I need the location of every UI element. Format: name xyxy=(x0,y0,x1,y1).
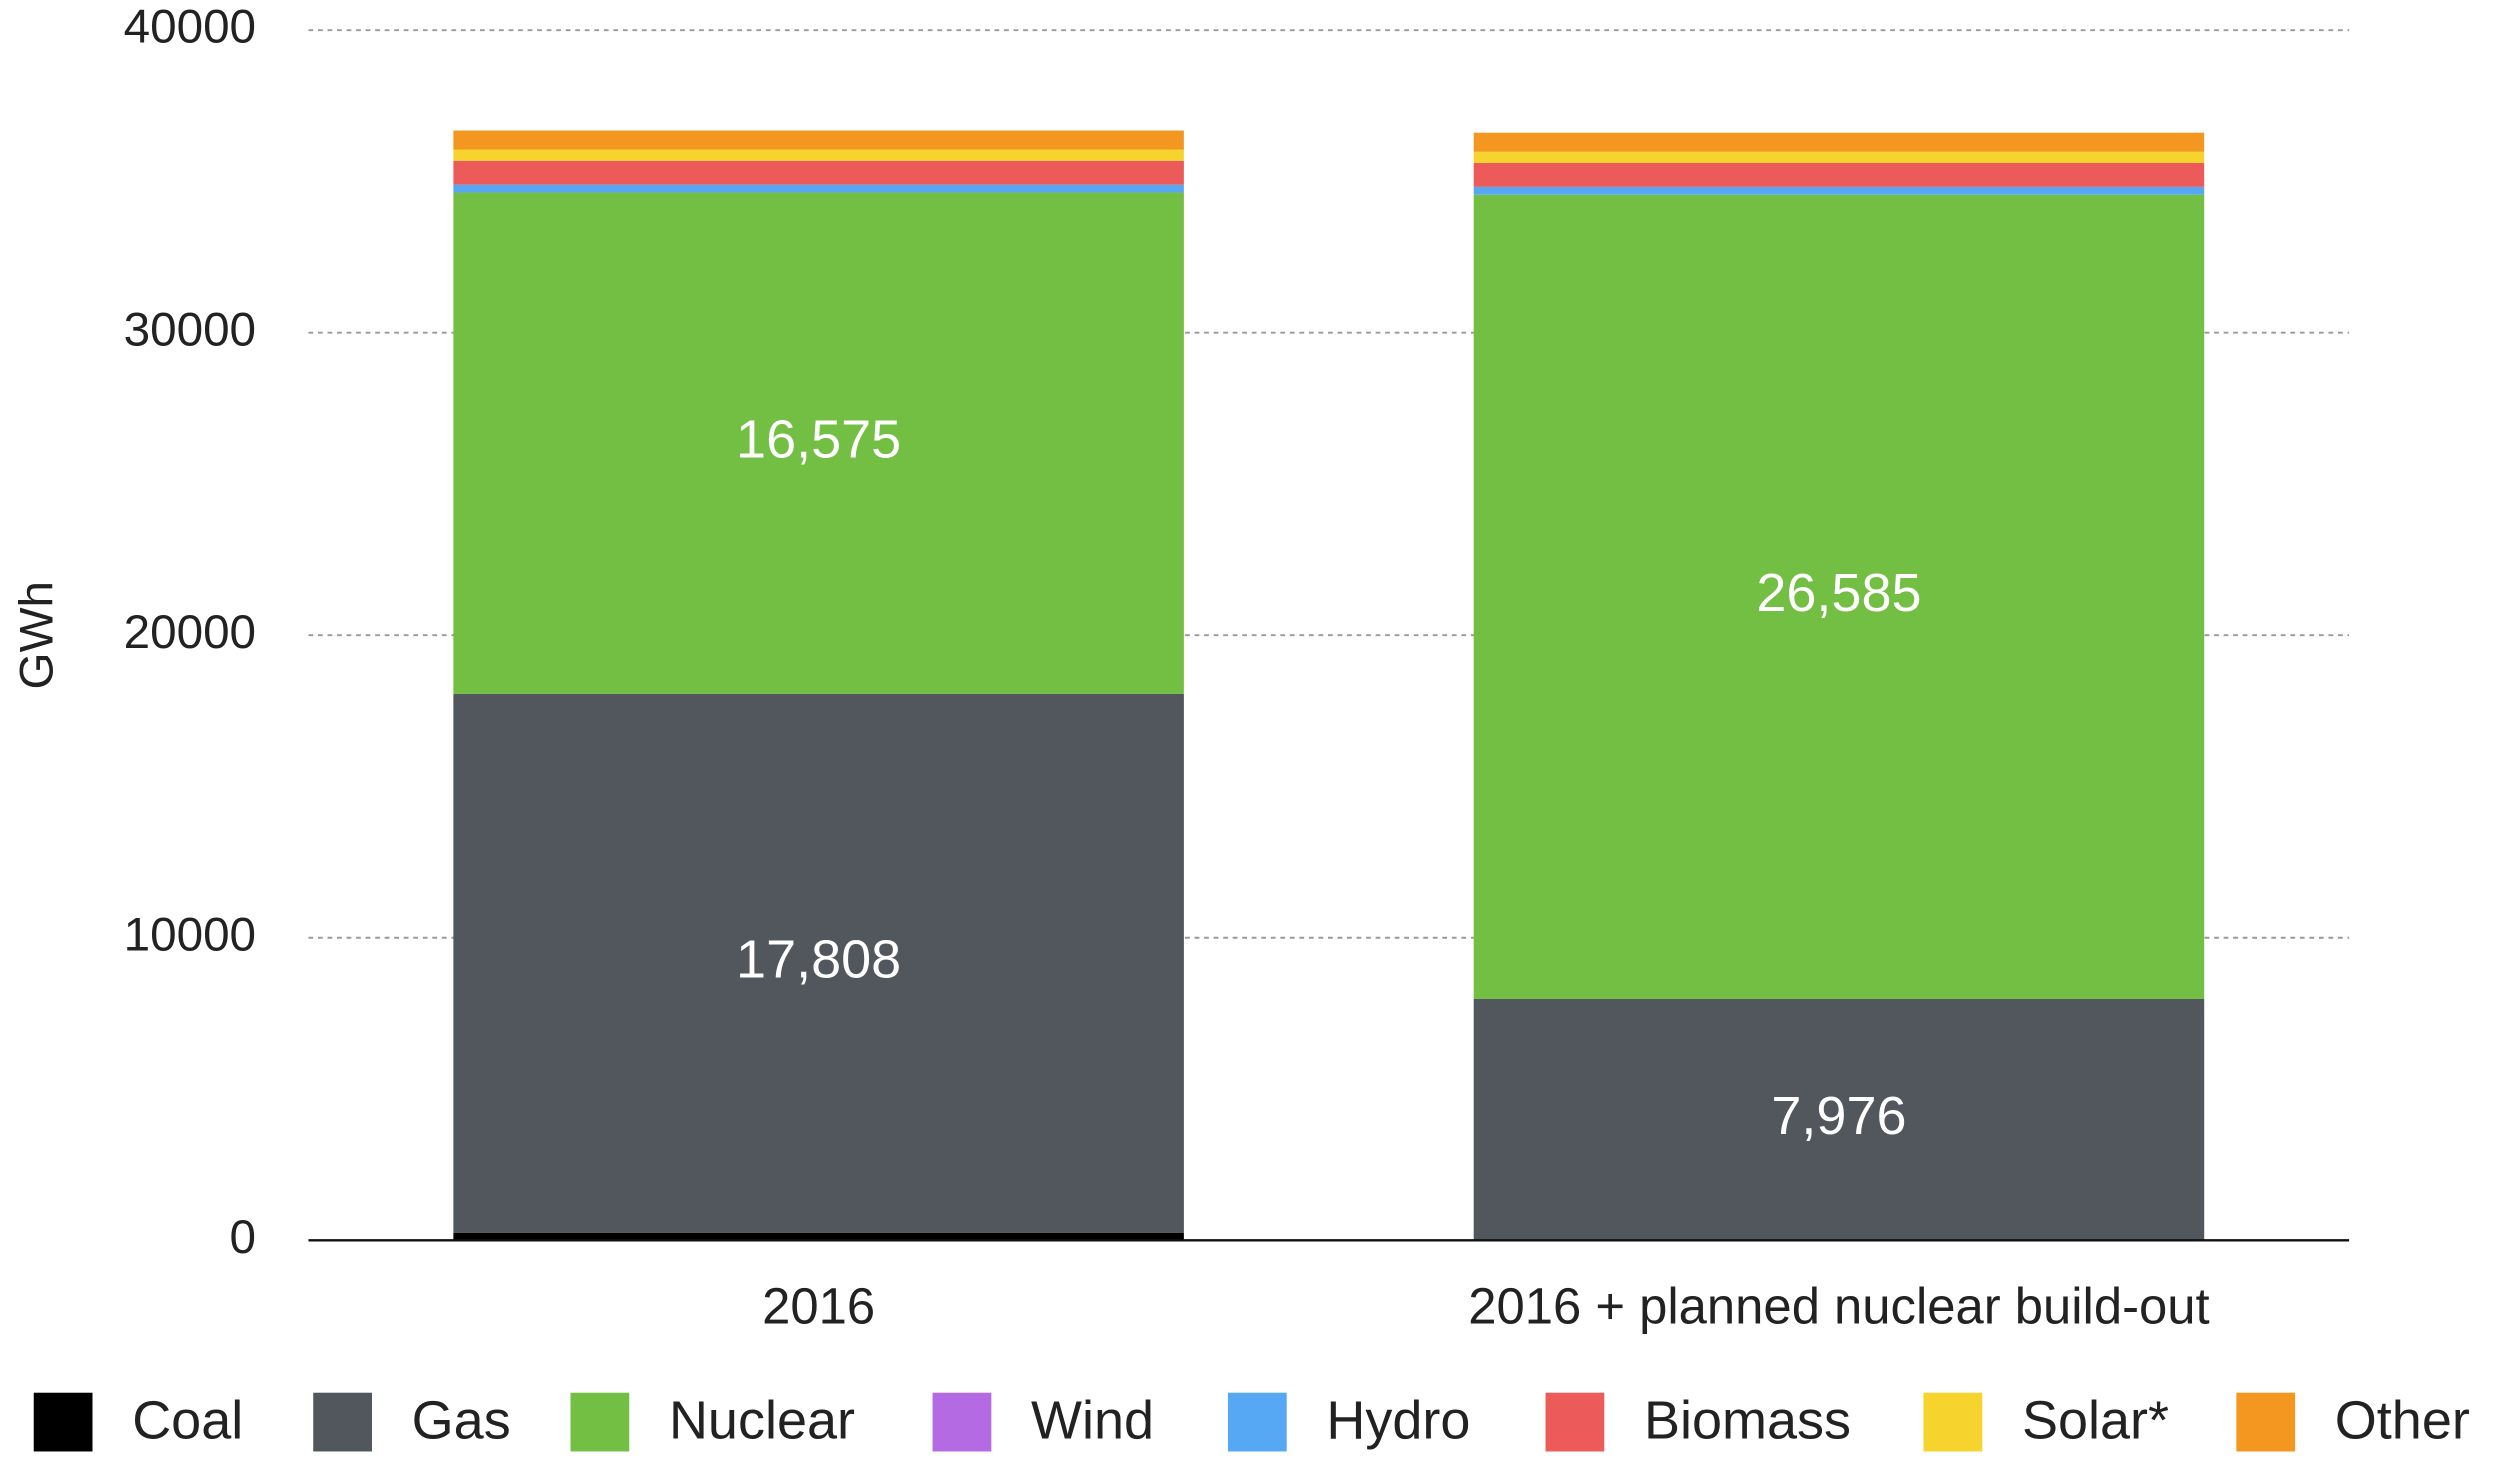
legend-swatch xyxy=(33,1392,93,1452)
bar-segment xyxy=(453,130,1184,150)
legend-label: Wind xyxy=(1031,1391,1154,1451)
x-tick-label: 2016 + planned nuclear build-out xyxy=(1468,1278,2209,1335)
y-tick-label: 20000 xyxy=(124,606,256,659)
legend-swatch xyxy=(932,1392,992,1452)
value-label: 17,808 xyxy=(736,930,901,990)
y-tick-label: 10000 xyxy=(124,908,256,961)
bar-segment xyxy=(453,693,1184,1233)
legend-label: Coal xyxy=(132,1391,243,1451)
legend-swatch xyxy=(570,1392,630,1452)
legend-label: Other xyxy=(2335,1391,2470,1451)
y-tick-label: 40000 xyxy=(124,1,256,54)
legend-swatch xyxy=(1545,1392,1605,1452)
x-tick-label: 2016 xyxy=(762,1278,875,1335)
legend-label: Biomass xyxy=(1644,1391,1851,1451)
y-axis-label: GWh xyxy=(11,581,64,689)
legend-label: Solar* xyxy=(2022,1391,2169,1451)
y-tick-label: 30000 xyxy=(124,303,256,356)
bar-segment xyxy=(1473,151,2205,163)
bar-segment xyxy=(453,192,1184,694)
value-label: 7,976 xyxy=(1771,1086,1906,1146)
legend-swatch xyxy=(1923,1392,1983,1452)
legend-label: Hydro xyxy=(1326,1391,1470,1451)
legend-swatch xyxy=(313,1392,372,1452)
bar-segment xyxy=(453,1232,1184,1241)
bar-segment xyxy=(1473,998,2205,1241)
bar-segment xyxy=(1473,132,2205,152)
value-label: 16,575 xyxy=(736,410,901,470)
y-tick-label: 0 xyxy=(230,1211,257,1264)
legend-label: Gas xyxy=(412,1391,511,1451)
legend-swatch xyxy=(2236,1392,2296,1452)
bar-segment xyxy=(1473,186,2205,195)
bar-segment xyxy=(453,184,1184,193)
bar-segment xyxy=(453,149,1184,161)
bar-segment xyxy=(1473,162,2205,187)
value-label: 26,585 xyxy=(1756,563,1921,623)
legend-label: Nuclear xyxy=(669,1391,855,1451)
bar-segment xyxy=(1473,194,2205,999)
legend-swatch xyxy=(1227,1392,1287,1452)
bar-segment xyxy=(453,160,1184,185)
